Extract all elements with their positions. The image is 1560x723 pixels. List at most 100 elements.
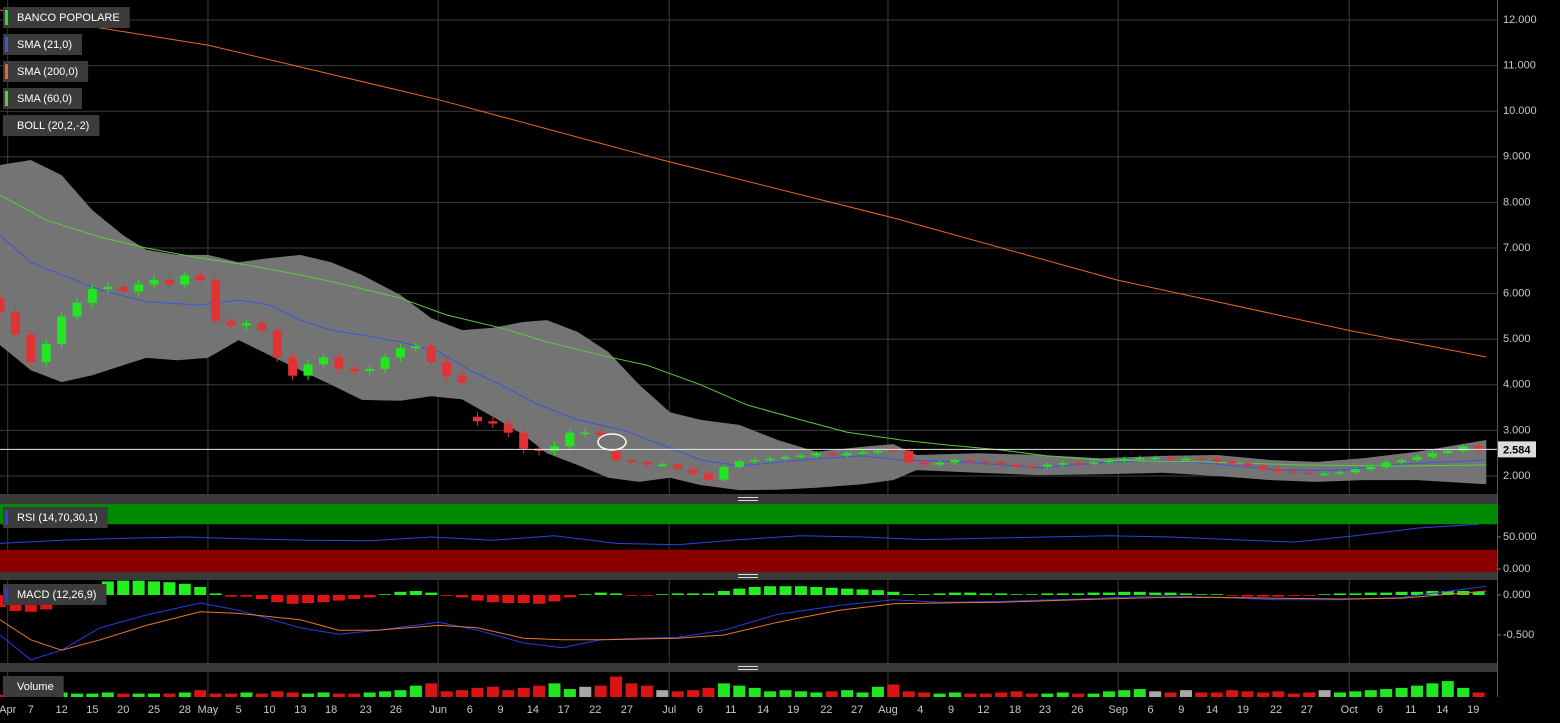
bar [1072, 593, 1085, 595]
y-tick-label: 50.000 [1503, 531, 1537, 543]
legend-box[interactable] [3, 34, 83, 55]
bar [856, 589, 869, 595]
bar [101, 692, 114, 697]
x-tick-label: 6 [467, 704, 473, 716]
bar [317, 595, 330, 603]
bar [178, 583, 191, 595]
panel-separator[interactable] [0, 572, 1497, 580]
y-tick-label: 4.000 [1503, 379, 1531, 391]
legend-box[interactable] [3, 61, 89, 82]
candle-body [1042, 464, 1052, 467]
candle-body [549, 446, 559, 451]
candle-body [904, 450, 914, 463]
bar [1395, 591, 1408, 595]
x-tick-label: 12 [977, 704, 989, 716]
bar [625, 595, 638, 596]
bar [902, 691, 915, 697]
legend-box[interactable] [3, 584, 107, 605]
candle-body [1366, 466, 1376, 470]
candle-body [950, 460, 960, 463]
bar [1272, 595, 1285, 597]
legend: BANCO POPOLARE SMA (21,0) SMA (200,0) SMA (… [3, 7, 130, 136]
bar [132, 580, 145, 595]
bar [194, 690, 207, 697]
bar [209, 693, 222, 697]
candle-body [10, 311, 20, 335]
candle-body [149, 279, 159, 285]
bar [1472, 692, 1485, 697]
candle-body [1243, 463, 1253, 466]
candle-body [734, 461, 744, 467]
bar [948, 592, 961, 595]
legend-box[interactable] [3, 507, 108, 528]
candle-body [164, 279, 174, 285]
bar [563, 689, 576, 697]
y-tick-label: 8.000 [1503, 196, 1531, 208]
candle-body [996, 462, 1006, 465]
bar [1087, 693, 1100, 697]
bar [887, 684, 900, 697]
bar [1287, 595, 1300, 596]
bar [810, 587, 823, 595]
bar [1164, 592, 1177, 595]
bar [640, 595, 653, 596]
bar [656, 690, 669, 697]
bar [779, 690, 792, 697]
candle-body [1258, 465, 1268, 470]
candle-body [334, 357, 344, 369]
candle-body [919, 462, 929, 465]
bar [533, 595, 546, 604]
legend: RSI (14,70,30,1) [3, 507, 108, 528]
candle-body [611, 450, 621, 461]
bar [486, 595, 499, 603]
legend-label: SMA (21,0) [17, 39, 72, 51]
x-tick-label: 26 [390, 704, 402, 716]
bar [1441, 591, 1454, 595]
candle-body [657, 464, 667, 467]
x-tick-label: Apr [0, 704, 17, 716]
candle-body [395, 348, 405, 358]
bar [1133, 689, 1146, 697]
bar [1364, 690, 1377, 697]
bar [841, 588, 854, 595]
legend-box[interactable] [3, 115, 100, 136]
candle-body [1427, 453, 1437, 457]
x-tick-label: 23 [360, 704, 372, 716]
panel [0, 676, 1485, 697]
x-tick-label: 27 [851, 704, 863, 716]
panel-separator[interactable] [0, 663, 1497, 672]
x-tick-label: 9 [498, 704, 504, 716]
legend: MACD (12,26,9) [3, 584, 107, 605]
candle-body [580, 432, 590, 435]
legend-swatch [5, 510, 8, 525]
overbought-zone [0, 504, 1497, 525]
legend-box[interactable] [3, 676, 64, 697]
panel-separator[interactable] [0, 494, 1497, 504]
bar [1380, 592, 1393, 595]
bar [841, 690, 854, 697]
bar [1102, 691, 1115, 697]
x-tick-label: 19 [787, 704, 799, 716]
bar [1056, 593, 1069, 595]
y-tick-label: 7.000 [1503, 242, 1531, 254]
bar [533, 685, 546, 697]
candle-body [981, 460, 991, 463]
bar [779, 586, 792, 595]
candle-body [719, 466, 729, 480]
bar [1364, 592, 1377, 595]
candle-body [288, 357, 298, 376]
candle-body [1304, 472, 1314, 475]
legend-box[interactable] [3, 7, 130, 28]
x-tick-label: 19 [1237, 704, 1249, 716]
legend-box[interactable] [3, 88, 83, 109]
candle-body [1150, 457, 1160, 460]
bar [656, 594, 669, 595]
bar [1041, 693, 1054, 697]
x-tick-label: 14 [527, 704, 539, 716]
bar [995, 593, 1008, 595]
bar [1395, 687, 1408, 697]
bar [1210, 594, 1223, 595]
candle-body [642, 462, 652, 465]
bar [1441, 681, 1454, 697]
